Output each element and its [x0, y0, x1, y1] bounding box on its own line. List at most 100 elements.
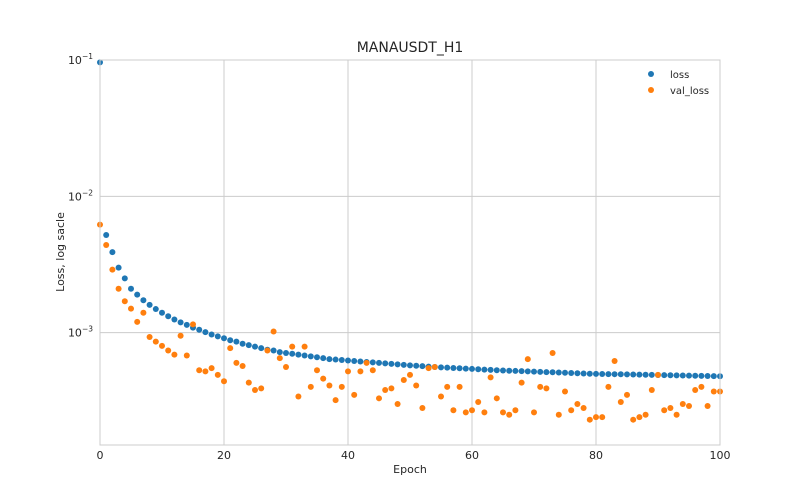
val_loss-point — [332, 397, 339, 404]
val_loss-point — [233, 359, 240, 366]
val_loss-point — [320, 375, 327, 382]
loss-point — [543, 369, 550, 376]
loss-point — [239, 340, 246, 347]
loss-point — [152, 306, 159, 313]
val_loss-point — [183, 352, 190, 359]
loss-point — [233, 338, 240, 345]
loss-point — [258, 345, 265, 352]
loss-point — [568, 370, 575, 377]
val_loss-point — [357, 368, 364, 375]
loss-point — [369, 359, 376, 366]
loss-point — [159, 309, 165, 316]
val_loss-point — [605, 383, 612, 390]
val_loss-point — [624, 391, 630, 398]
val_loss-point — [543, 385, 550, 392]
val_loss-point — [214, 371, 221, 378]
val_loss-point — [636, 414, 643, 421]
loss-point — [574, 370, 581, 377]
val_loss-point — [159, 342, 165, 349]
legend-item-val_loss: val_loss — [648, 86, 709, 97]
legend-label: loss — [670, 70, 689, 81]
val_loss-point — [704, 402, 711, 409]
val_loss-point — [196, 367, 203, 374]
loss-point — [456, 365, 463, 372]
series-loss — [97, 59, 723, 380]
val_loss-point — [580, 405, 587, 412]
plot-frame — [99, 59, 721, 446]
val_loss-point — [469, 407, 475, 414]
y-tick-labels: 10−310−210−1 — [68, 52, 93, 340]
x-tick-label: 60 — [465, 449, 479, 462]
loss-point — [710, 373, 717, 380]
val_loss-point — [171, 351, 178, 358]
legend: loss val_loss — [648, 70, 709, 97]
val_loss-point — [239, 362, 246, 369]
val_loss-point — [276, 355, 283, 362]
val_loss-point — [673, 411, 680, 418]
val_loss-point — [270, 328, 277, 335]
val_loss-point — [710, 388, 717, 395]
loss-point — [617, 371, 624, 378]
val_loss-point — [537, 383, 544, 390]
series-layer — [97, 59, 723, 423]
loss-point — [500, 367, 506, 374]
val_loss-point — [456, 383, 463, 390]
loss-point — [518, 368, 525, 375]
x-tick-label: 20 — [217, 449, 231, 462]
val_loss-point — [630, 416, 637, 423]
loss-point — [208, 331, 215, 338]
loss-point — [580, 370, 587, 377]
loss-point — [121, 275, 128, 282]
val_loss-point — [140, 309, 147, 316]
val_loss-point — [190, 321, 196, 328]
loss-point — [252, 343, 258, 350]
val_loss-point — [295, 393, 302, 400]
val_loss-point — [444, 383, 451, 390]
val_loss-point — [562, 388, 568, 395]
y-tick-label: 10−1 — [68, 52, 93, 67]
val_loss-point — [363, 359, 370, 366]
loss-point — [648, 371, 655, 378]
loss-point — [202, 329, 209, 336]
val_loss-point — [208, 365, 215, 372]
loss-point — [636, 371, 643, 378]
val_loss-point — [438, 393, 444, 400]
val_loss-point — [500, 409, 506, 416]
loss-point — [487, 366, 494, 373]
val_loss-point — [115, 285, 122, 292]
loss-point — [332, 356, 339, 363]
val_loss-point — [221, 378, 227, 385]
val_loss-point — [413, 382, 420, 389]
loss-point — [177, 319, 184, 326]
loss-point — [214, 333, 221, 340]
loss-point — [326, 356, 333, 363]
loss-point — [549, 369, 556, 376]
val_loss-point — [345, 368, 351, 375]
loss-point — [605, 371, 612, 378]
val_loss-point — [487, 374, 494, 381]
val_loss-point — [549, 349, 556, 356]
loss-point — [382, 360, 389, 367]
loss-point — [524, 368, 531, 375]
loss-point — [109, 249, 116, 256]
series-val_loss — [97, 221, 723, 423]
val_loss-point — [568, 407, 575, 414]
val_loss-point — [301, 343, 308, 350]
loss-point — [270, 347, 277, 354]
loss-point — [351, 357, 358, 364]
val_loss-point — [376, 395, 382, 402]
loss-point — [276, 349, 283, 356]
loss-point — [512, 367, 519, 374]
val_loss-point — [531, 409, 537, 416]
loss-point — [245, 342, 252, 349]
legend-label: val_loss — [670, 86, 709, 97]
val_loss-point — [202, 368, 209, 375]
loss-point — [400, 361, 407, 368]
y-tick-exponent: −1 — [82, 52, 93, 61]
loss-point — [537, 368, 544, 375]
val_loss-point — [574, 400, 581, 407]
loss-point — [450, 364, 457, 371]
loss-point — [345, 357, 351, 364]
x-tick-label: 100 — [710, 449, 731, 462]
val_loss-point — [425, 365, 432, 372]
